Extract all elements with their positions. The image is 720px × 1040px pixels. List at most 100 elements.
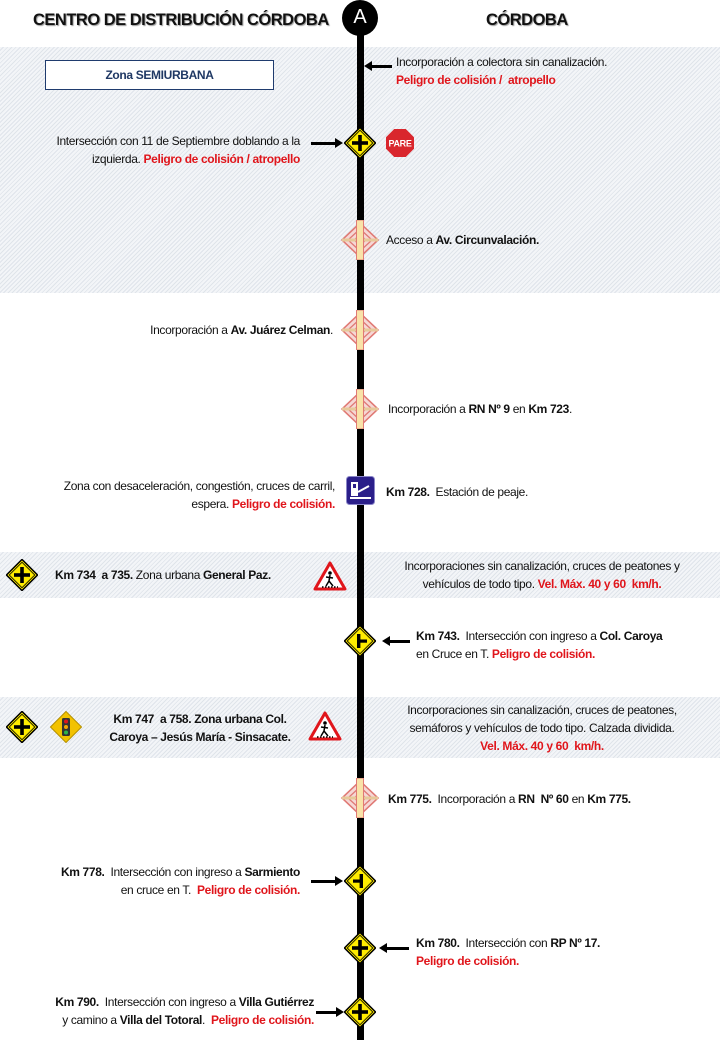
start-marker: A: [342, 0, 378, 36]
pedestrian-crossing-sign-icon: [313, 561, 347, 591]
intersection-cross-sign-icon: [6, 711, 38, 743]
route-note: Km 743. Intersección con ingreso a Col. …: [416, 627, 663, 663]
note-text: Intersección con ingreso a: [98, 995, 239, 1009]
bold-text: Av. Circunvalación.: [435, 233, 540, 247]
route-note: Km 778. Intersección con ingreso a Sarmi…: [61, 863, 300, 899]
danger-text: Peligro de colisión.: [231, 497, 335, 511]
note-text: Zona con desaceleración, congestión, cru…: [63, 479, 336, 493]
interchange-sign-icon: [341, 778, 379, 818]
bold-text: General Paz.: [203, 568, 271, 582]
destination-title: CÓRDOBA: [486, 11, 568, 29]
intersection-cross-sign-icon: [344, 932, 376, 964]
arrow-left-icon: [379, 943, 409, 953]
arrow-left-icon: [364, 61, 392, 71]
pedestrian-crossing-sign-icon: [308, 711, 342, 741]
bold-text: RN Nº 60: [518, 792, 569, 806]
danger-text: Peligro de colisión.: [196, 883, 300, 897]
route-line: [357, 20, 364, 1040]
note-text: espera.: [191, 497, 232, 511]
route-note: Incorporaciones sin canalización, cruces…: [372, 557, 712, 593]
route-note: Km 728. Estación de peaje.: [386, 483, 528, 501]
bold-text: Km 775.: [587, 792, 631, 806]
note-text: Intersección con 11 de Septiembre doblan…: [56, 134, 300, 148]
danger-text: Peligro de colisión.: [210, 1013, 314, 1027]
note-text: en: [568, 792, 588, 806]
stop-sign-icon: PARE: [386, 129, 414, 157]
note-text: Zona urbana: [132, 568, 203, 582]
toll-sign-icon: [346, 476, 375, 505]
route-note: Acceso a Av. Circunvalación.: [386, 231, 539, 249]
note-text: Incorporaciones sin canalización, cruces…: [404, 559, 680, 573]
bold-text: Km 728.: [386, 485, 430, 499]
note-text: Incorporación a: [388, 402, 469, 416]
route-note: Intersección con 11 de Septiembre doblan…: [56, 132, 300, 168]
danger-text: Peligro de colisión.: [491, 647, 595, 661]
note-text: .: [568, 402, 572, 416]
bold-text: Sarmiento: [244, 865, 300, 879]
note-text: Incorporación a: [431, 792, 518, 806]
note-text: izquierda.: [91, 152, 144, 166]
note-text: Intersección con ingreso a: [459, 629, 600, 643]
danger-text: Peligro de colisión.: [416, 954, 520, 968]
interchange-sign-icon: [341, 389, 379, 429]
danger-text: Vel. Máx. 40 y 60 km/h.: [480, 739, 604, 753]
bold-text: Km 780.: [416, 936, 460, 950]
bold-text: Km 778.: [60, 865, 105, 879]
bold-text: Km 747 a 758.: [113, 712, 192, 726]
note-text: Incorporaciones sin canalización, cruces…: [407, 703, 677, 717]
route-note: Km 775. Incorporación a RN Nº 60 en Km 7…: [388, 790, 631, 808]
route-note: Incorporación a colectora sin canalizaci…: [396, 53, 607, 89]
bold-text: Av. Juárez Celman: [230, 323, 331, 337]
intersection-cross-sign-icon: [344, 127, 376, 159]
note-text: Incorporación a colectora sin canalizaci…: [396, 55, 608, 69]
note-text: Zona urbana: [191, 712, 266, 726]
note-text: Intersección con ingreso a: [104, 865, 245, 879]
route-note: Zona con desaceleración, congestión, cru…: [63, 477, 336, 513]
danger-text: Vel. Máx. 40 y 60 km/h.: [537, 577, 662, 591]
danger-text: Peligro de colisión / atropello: [396, 73, 556, 87]
route-note: Km 790. Intersección con ingreso a Villa…: [55, 993, 314, 1029]
note-text: semáforos y vehículos de todo tipo. Calz…: [409, 721, 675, 735]
bold-text: RN Nº 9: [468, 402, 510, 416]
bold-text: Col.: [265, 712, 287, 726]
note-text: vehículos de todo tipo.: [422, 577, 538, 591]
traffic-light-sign-icon: [50, 711, 82, 743]
bold-text: Km 734 a 735.: [55, 568, 133, 582]
bold-text: RP Nº 17.: [550, 936, 601, 950]
route-note: Incorporaciones sin canalización, cruces…: [372, 701, 712, 755]
arrow-right-icon: [311, 138, 343, 148]
bold-text: Km 743.: [416, 629, 460, 643]
route-note: Km 780. Intersección con RP Nº 17. Peligr…: [416, 934, 600, 970]
bold-text: Villa Gutiérrez: [238, 995, 315, 1009]
t-intersection-sign-icon: [344, 865, 376, 897]
route-note: Incorporación a RN Nº 9 en Km 723.: [388, 400, 572, 418]
intersection-cross-sign-icon: [344, 996, 376, 1028]
note-text: y camino a: [62, 1013, 120, 1027]
zone-label: Zona SEMIURBANA: [45, 60, 274, 90]
bold-text: Col. Caroya: [599, 629, 663, 643]
t-intersection-sign-icon: [344, 625, 376, 657]
origin-title: CENTRO DE DISTRIBUCIÓN CÓRDOBA: [33, 11, 329, 29]
stop-sign-label: PARE: [389, 139, 412, 149]
note-text: en cruce en T.: [120, 883, 197, 897]
bold-text: Km 723: [528, 402, 569, 416]
note-text: .: [202, 1013, 211, 1027]
arrow-left-icon: [382, 636, 410, 646]
route-note: Km 734 a 735. Zona urbana General Paz.: [55, 566, 271, 584]
bold-text: Villa del Totoral: [119, 1013, 203, 1027]
interchange-sign-icon: [341, 310, 379, 350]
interchange-sign-icon: [341, 220, 379, 260]
arrow-right-icon: [311, 876, 343, 886]
route-note: Km 747 a 758. Zona urbana Col. Caroya – J…: [90, 710, 310, 746]
danger-text: Peligro de colisión / atropello: [143, 152, 300, 166]
note-text: Incorporación a: [150, 323, 231, 337]
route-note: Incorporación a Av. Juárez Celman.: [150, 321, 333, 339]
arrow-right-icon: [316, 1007, 344, 1017]
bold-text: Km 775.: [388, 792, 432, 806]
note-text: .: [330, 323, 333, 337]
bold-text: Km 790.: [55, 995, 99, 1009]
intersection-cross-sign-icon: [6, 559, 38, 591]
note-text: Acceso a: [386, 233, 436, 247]
note-text: Intersección con: [459, 936, 551, 950]
note-text: Estación de peaje.: [429, 485, 529, 499]
